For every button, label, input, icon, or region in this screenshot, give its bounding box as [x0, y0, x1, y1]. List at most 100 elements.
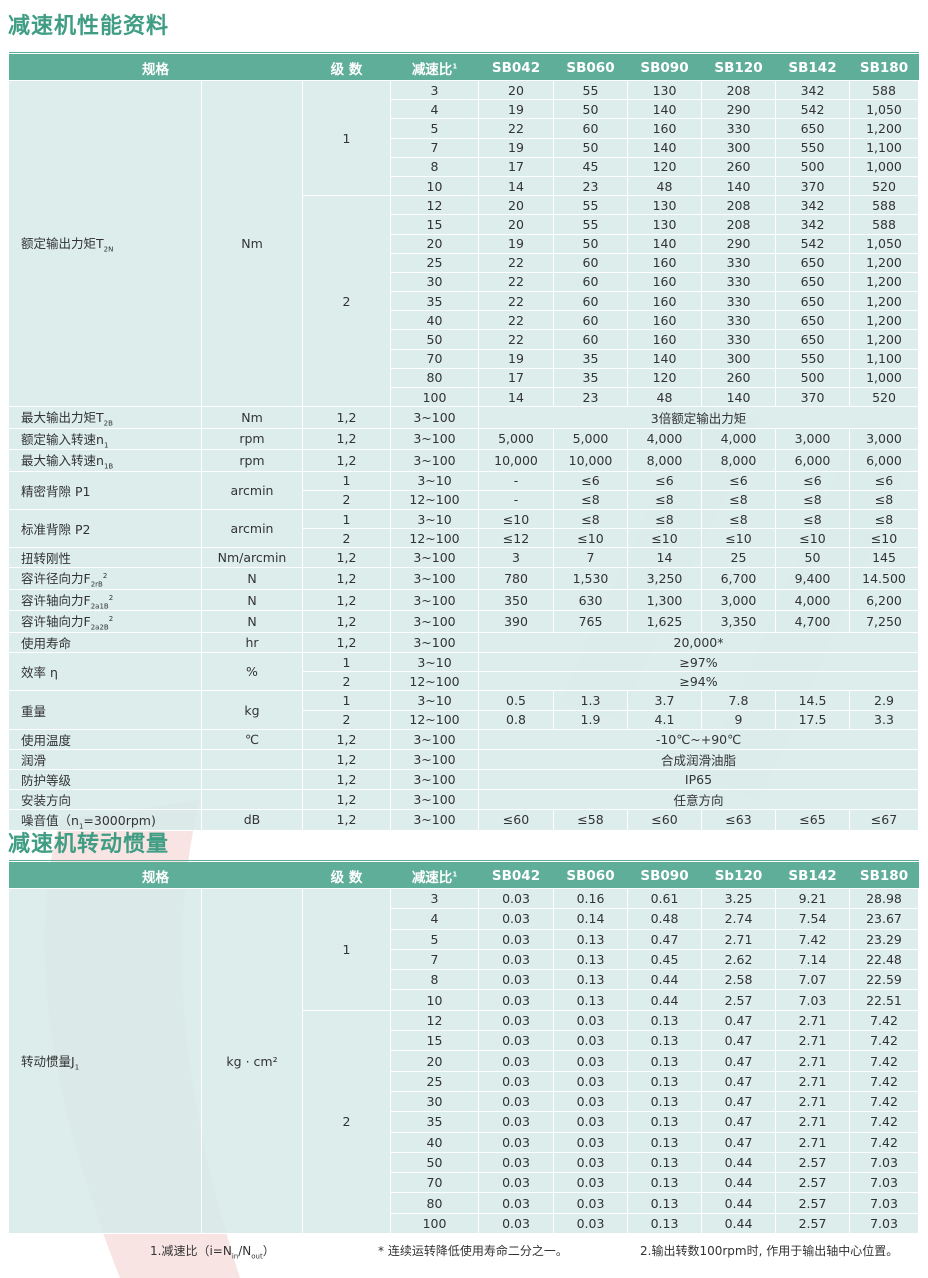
spec-subscript: 2a2B	[90, 623, 109, 632]
value-cell: 500	[775, 156, 850, 177]
value-cell: 0.47	[701, 1050, 776, 1072]
stage-cell: 1,2	[302, 748, 391, 770]
value-cell: 4,000	[701, 427, 776, 451]
ratio-footnote-mark: 1	[452, 62, 458, 70]
spec-label: 精密背隙 P1	[21, 483, 91, 499]
value-cell: 290	[701, 99, 776, 120]
table-row: 润滑 1,2 3~100 合成润滑油脂	[8, 748, 919, 770]
ratio-cell: 3~10	[390, 651, 479, 673]
ratio-cell: 70	[390, 1172, 479, 1194]
value-cell: ≤8	[849, 489, 919, 511]
value-cell: 60	[553, 252, 628, 273]
value-cell: 1,200	[849, 291, 919, 312]
value-cell: ≤63	[701, 808, 776, 832]
value-cell: 0.03	[478, 1212, 554, 1235]
value-cell: 0.13	[553, 948, 628, 971]
section1-title: 减速机性能资料	[8, 14, 170, 39]
value-cell: 630	[553, 588, 628, 612]
value-cell: 60	[553, 118, 628, 139]
stage-cell: 1,2	[302, 788, 391, 810]
value-cell: 0.03	[478, 1172, 554, 1194]
value-cell: 1,200	[849, 252, 919, 273]
ratio-cell: 100	[390, 386, 479, 408]
value-cell: 130	[627, 195, 702, 216]
section2-title: 减速机转动惯量	[8, 832, 170, 857]
value-cell: 1,000	[849, 367, 919, 389]
value-cell: 160	[627, 329, 702, 350]
value-cell: 1,625	[627, 610, 702, 633]
value-cell: 550	[775, 348, 850, 369]
value-cell: 120	[627, 367, 702, 389]
value-cell: 330	[701, 118, 776, 139]
value-cell: 4,000	[775, 588, 850, 612]
value-cell: 370	[775, 386, 850, 408]
value-cell: 7.42	[849, 1050, 919, 1072]
merged-value-cell: 任意方向	[478, 788, 919, 810]
value-cell: 8,000	[627, 449, 702, 472]
value-cell: 140	[627, 137, 702, 158]
value-cell: 1,300	[627, 588, 702, 612]
value-cell: 330	[701, 329, 776, 350]
ratio-cell: 3	[390, 79, 479, 101]
value-cell: 7.42	[849, 1070, 919, 1092]
ratio-cell: 3~100	[390, 449, 479, 472]
ratio-footnote-mark: 1	[452, 870, 458, 878]
value-cell: ≤8	[701, 489, 776, 511]
ratio-cell: 3~100	[390, 748, 479, 770]
spec-subscript: 1B	[103, 462, 114, 471]
spec-cell: 噪音值（n1=3000rpm)	[8, 808, 202, 832]
value-cell: 3,000	[701, 588, 776, 612]
spec-superscript: 2	[108, 593, 114, 602]
spec-cell: 容许轴向力F2a2B2	[8, 610, 202, 633]
value-cell: ≤8	[627, 509, 702, 530]
ratio-cell: 3~100	[390, 788, 479, 810]
value-cell: 0.03	[553, 1192, 628, 1214]
inertia-table: 规格 级 数 减速比1 SB042 SB060 SB090 Sb120 SB142 SB180 转…	[8, 860, 919, 1235]
value-cell: 2.71	[775, 1009, 850, 1032]
value-cell: 342	[775, 214, 850, 235]
value-cell: 160	[627, 271, 702, 293]
value-cell: 7.03	[849, 1192, 919, 1214]
unit-cell: ℃	[201, 728, 303, 750]
stage-cell: 1,2	[302, 567, 391, 590]
unit-cell: Nm	[201, 406, 303, 429]
ratio-cell: 8	[390, 969, 479, 991]
value-cell: 3,250	[627, 567, 702, 590]
spec-label: 扭转刚性	[21, 551, 72, 567]
spec-suffix: =3000rpm)	[83, 812, 156, 828]
ratio-cell: 3~100	[390, 610, 479, 633]
value-cell: 7.03	[849, 1151, 919, 1174]
table-row: 防护等级 1,2 3~100 IP65	[8, 768, 919, 790]
stage-cell: 1	[302, 509, 391, 530]
value-cell: 0.13	[627, 1212, 702, 1235]
value-cell: 45	[553, 156, 628, 177]
spec-cell: 防护等级	[8, 768, 202, 790]
value-cell: ≤10	[553, 528, 628, 549]
value-cell: 22	[478, 271, 554, 293]
value-cell: 7.03	[849, 1172, 919, 1194]
value-cell: 0.03	[478, 1151, 554, 1174]
unit-cell	[201, 768, 303, 790]
spec-subscript: 1	[74, 1063, 80, 1072]
ratio-cell: 80	[390, 367, 479, 389]
value-cell: ≤10	[849, 528, 919, 549]
value-cell: 2.71	[775, 1030, 850, 1052]
header-cell: SB042	[491, 59, 541, 76]
value-cell: 542	[775, 99, 850, 120]
stage-cell: 1	[302, 470, 391, 491]
value-cell: 35	[553, 348, 628, 369]
header-cell: 规格	[142, 869, 169, 886]
value-cell: 2.71	[775, 1050, 850, 1072]
value-cell: 7.8	[701, 690, 776, 711]
spec-subscript: 1	[103, 441, 109, 450]
header-cell: SB060	[566, 867, 615, 884]
value-cell: 1,000	[849, 156, 919, 177]
spec-subscript: 1	[78, 822, 84, 831]
unit-cell: kg · cm²	[201, 887, 303, 1235]
ratio-cell: 25	[390, 252, 479, 273]
value-cell: ≤8	[701, 509, 776, 530]
value-cell: 0.14	[553, 908, 628, 930]
ratio-cell: 50	[390, 329, 479, 350]
value-cell: 60	[553, 291, 628, 312]
value-cell: 35	[553, 367, 628, 389]
